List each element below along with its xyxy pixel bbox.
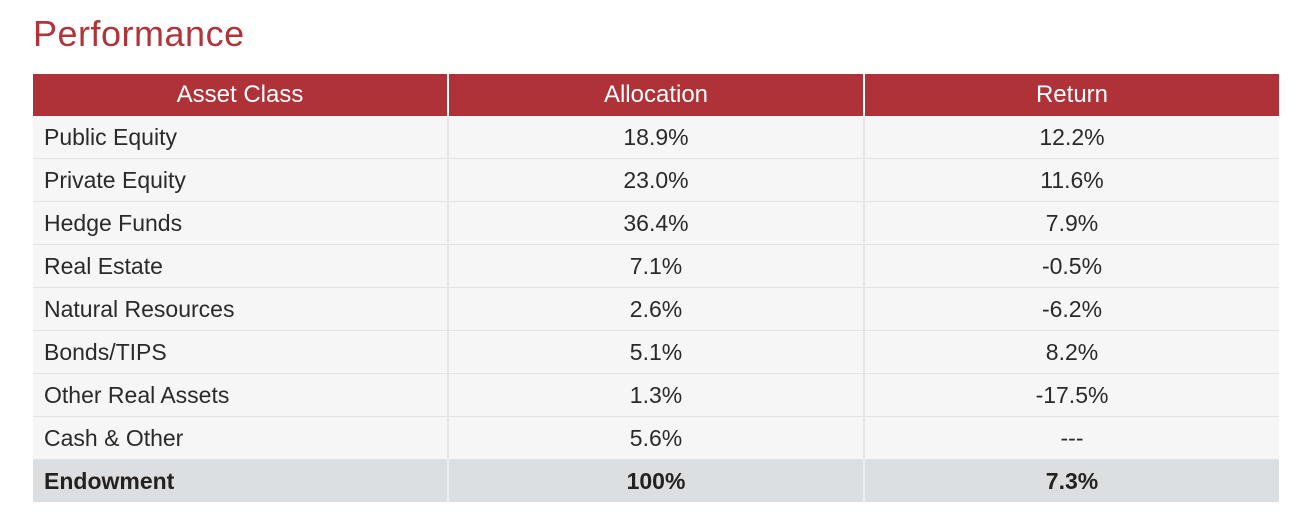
asset-class-cell: Cash & Other — [33, 416, 449, 460]
table-row: Real Estate 7.1% -0.5% — [33, 244, 1279, 288]
asset-class-cell: Private Equity — [33, 158, 449, 202]
total-row: Endowment 100% 7.3% — [33, 459, 1279, 502]
asset-class-cell: Hedge Funds — [33, 201, 449, 245]
total-allocation-cell: 100% — [448, 459, 865, 502]
table-row: Natural Resources 2.6% -6.2% — [33, 287, 1279, 331]
allocation-cell: 36.4% — [448, 201, 865, 245]
asset-class-cell: Bonds/TIPS — [33, 330, 449, 374]
table-row: Hedge Funds 36.4% 7.9% — [33, 201, 1279, 245]
allocation-cell: 1.3% — [448, 373, 865, 417]
table-row: Private Equity 23.0% 11.6% — [33, 158, 1279, 202]
asset-class-cell: Real Estate — [33, 244, 449, 288]
table-row: Bonds/TIPS 5.1% 8.2% — [33, 330, 1279, 374]
allocation-cell: 2.6% — [448, 287, 865, 331]
allocation-cell: 5.6% — [448, 416, 865, 460]
return-cell: -17.5% — [864, 373, 1279, 417]
total-return-cell: 7.3% — [864, 459, 1279, 502]
asset-class-cell: Public Equity — [33, 116, 449, 159]
header-return: Return — [864, 74, 1279, 116]
allocation-cell: 23.0% — [448, 158, 865, 202]
allocation-cell: 18.9% — [448, 116, 865, 159]
table-row: Public Equity 18.9% 12.2% — [33, 116, 1279, 159]
table-row: Other Real Assets 1.3% -17.5% — [33, 373, 1279, 417]
return-cell: 11.6% — [864, 158, 1279, 202]
return-cell: --- — [864, 416, 1279, 460]
return-cell: 12.2% — [864, 116, 1279, 159]
page-title: Performance — [33, 13, 245, 54]
return-cell: -6.2% — [864, 287, 1279, 331]
return-cell: 8.2% — [864, 330, 1279, 374]
allocation-cell: 7.1% — [448, 244, 865, 288]
allocation-cell: 5.1% — [448, 330, 865, 374]
return-cell: 7.9% — [864, 201, 1279, 245]
table-row: Cash & Other 5.6% --- — [33, 416, 1279, 460]
table-header-row: Asset Class Allocation Return — [33, 74, 1279, 116]
total-asset-cell: Endowment — [33, 459, 449, 502]
header-asset-class: Asset Class — [33, 74, 449, 116]
asset-class-cell: Other Real Assets — [33, 373, 449, 417]
header-allocation: Allocation — [448, 74, 865, 116]
performance-table: Asset Class Allocation Return Public Equ… — [33, 74, 1279, 502]
asset-class-cell: Natural Resources — [33, 287, 449, 331]
return-cell: -0.5% — [864, 244, 1279, 288]
